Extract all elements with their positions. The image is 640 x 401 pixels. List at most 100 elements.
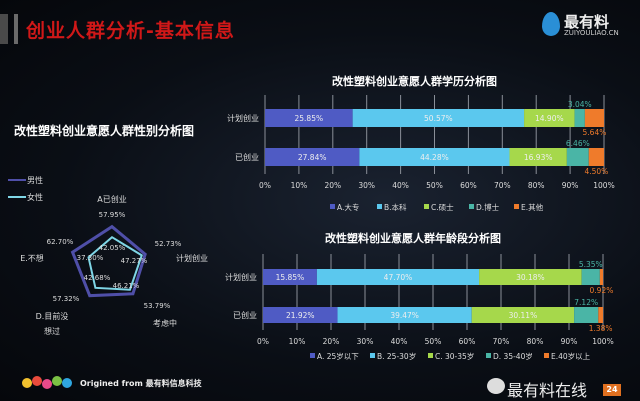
bar-value-label: 3.04% xyxy=(568,100,592,109)
x-tick-label: 10% xyxy=(289,337,306,346)
logo-name: 最有料 xyxy=(564,13,610,31)
legend-swatch xyxy=(330,204,335,209)
radar-value-label: 62.70% xyxy=(47,238,74,246)
page-number: 24 xyxy=(603,384,621,396)
x-tick-label: 0% xyxy=(257,337,269,346)
legend-swatch xyxy=(424,204,429,209)
x-tick-label: 0% xyxy=(259,181,271,190)
bar-segment xyxy=(581,269,600,285)
legend-swatch xyxy=(486,353,491,358)
bar-value-label: 4.50% xyxy=(584,167,608,176)
radar-value-label: 37.30% xyxy=(77,254,104,262)
bar-segment xyxy=(598,307,603,323)
legend-swatch xyxy=(428,353,433,358)
y-category-label: 已创业 xyxy=(233,310,257,320)
logo-url: ZUIYOULIAO.CN xyxy=(564,29,619,37)
radar-value-label: 52.73% xyxy=(155,240,182,248)
chart-title: 改性塑料创业意愿人群年龄段分析图 xyxy=(325,231,501,245)
bar-segment xyxy=(352,109,525,127)
bar-value-label: 16.93% xyxy=(524,153,553,162)
radar-value-label: 46.21% xyxy=(113,282,140,290)
legend-label: A. 25岁以下 xyxy=(317,351,359,361)
page-title: 创业人群分析-基本信息 xyxy=(26,20,235,42)
legend-swatch xyxy=(544,353,549,358)
radar-value-label: 42.68% xyxy=(84,274,111,282)
bar-value-label: 47.70% xyxy=(384,273,413,282)
x-tick-label: 20% xyxy=(323,337,340,346)
bar-value-label: 25.85% xyxy=(295,114,324,123)
x-tick-label: 70% xyxy=(493,337,510,346)
bar-value-label: 30.11% xyxy=(509,311,538,320)
x-tick-label: 90% xyxy=(562,181,579,190)
x-tick-label: 40% xyxy=(392,181,409,190)
footer-logo-dots xyxy=(22,376,72,390)
radar-axis-label: A已创业 xyxy=(97,194,126,204)
legend-label: 女性 xyxy=(27,192,43,202)
y-category-label: 计划创业 xyxy=(227,113,259,123)
radar-axis-label: 想过 xyxy=(44,326,60,336)
x-tick-label: 10% xyxy=(291,181,308,190)
legend-label: C.硕士 xyxy=(431,202,454,212)
footer-origin: Origined from 最有料信息科技 xyxy=(80,379,202,388)
brand-logo: 最有料 ZUIYOULIAO.CN xyxy=(540,10,635,40)
x-tick-label: 50% xyxy=(426,181,443,190)
x-tick-label: 70% xyxy=(494,181,511,190)
bar-segment xyxy=(524,109,575,127)
legend-label: A.大专 xyxy=(337,202,359,212)
x-tick-label: 20% xyxy=(324,181,341,190)
bar-value-label: 6.46% xyxy=(566,139,590,148)
x-tick-label: 90% xyxy=(561,337,578,346)
bar-segment xyxy=(359,148,510,166)
bar-segment xyxy=(263,307,338,323)
bar-value-label: 5.35% xyxy=(579,260,603,269)
radar-axis-label: 考虑中 xyxy=(153,318,177,328)
x-tick-label: 60% xyxy=(459,337,476,346)
bar-segment xyxy=(574,307,599,323)
legend-label: B.本科 xyxy=(384,202,407,212)
bar-segment xyxy=(471,307,575,323)
radar-series-female xyxy=(87,235,143,291)
x-tick-label: 80% xyxy=(527,337,544,346)
bar-segment xyxy=(265,109,353,127)
legend-swatch xyxy=(370,353,375,358)
bar-value-label: 27.84% xyxy=(298,153,327,162)
x-tick-label: 50% xyxy=(425,337,442,346)
x-tick-label: 60% xyxy=(460,181,477,190)
age-bar-chart: 改性塑料创业意愿人群年龄段分析图 0% 10% 20% 30% 40% 50% 60% 70% 8… xyxy=(225,231,614,361)
radar-value-label: 53.79% xyxy=(144,302,171,310)
legend-label: D. 35-40岁 xyxy=(493,351,533,361)
bar-segment xyxy=(566,148,589,166)
education-bar-chart: 改性塑料创业意愿人群学历分析图 0% 10% 20% 30% 40% 50% 60% 70% 80… xyxy=(227,74,615,212)
bar-segment xyxy=(588,148,605,166)
gender-radar-chart: 57.95% 52.73% 53.79% 57.32% 62.70% 男性 42.05% 47… xyxy=(8,175,208,336)
bar-segment xyxy=(263,269,317,285)
bar-segment xyxy=(265,148,360,166)
bar-value-label: 44.28% xyxy=(420,153,449,162)
bar-value-label: 14.90% xyxy=(535,114,564,123)
bar-segment xyxy=(479,269,582,285)
bar-segment xyxy=(337,307,472,323)
legend-label: E.40岁以上 xyxy=(551,351,591,361)
bar-segment xyxy=(599,269,603,285)
bar-segment xyxy=(316,269,480,285)
x-tick-label: 30% xyxy=(357,337,374,346)
y-category-label: 计划创业 xyxy=(225,272,257,282)
bar-value-label: 15.85% xyxy=(276,273,305,282)
legend-label: C. 30-35岁 xyxy=(435,351,474,361)
radar-value-label: 42.05% xyxy=(99,244,126,252)
title-accent-bar xyxy=(14,14,18,44)
bar-value-label: 1.38% xyxy=(589,324,613,333)
x-tick-label: 80% xyxy=(528,181,545,190)
bar-value-label: 39.47% xyxy=(390,311,419,320)
radar-axis-label: E.不想 xyxy=(20,253,44,263)
bar-segment xyxy=(584,109,604,127)
x-tick-label: 100% xyxy=(592,337,613,346)
wechat-account: 最有料在线 xyxy=(507,381,588,400)
legend-swatch xyxy=(377,204,382,209)
wechat-icon xyxy=(487,378,505,394)
bar-value-label: 30.18% xyxy=(516,273,545,282)
legend-label: D.博士 xyxy=(476,202,500,212)
bar-value-label: 7.12% xyxy=(574,298,598,307)
title-accent-bar xyxy=(0,14,8,44)
legend-label: E.其他 xyxy=(521,202,544,212)
